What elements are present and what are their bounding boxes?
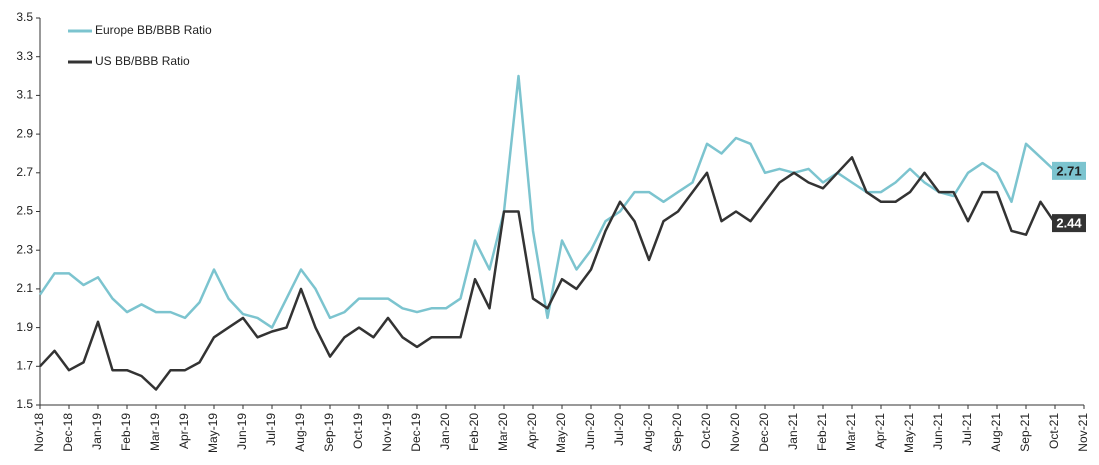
x-tick-label: Feb-20 bbox=[467, 413, 481, 451]
x-tick-label: Apr-19 bbox=[177, 413, 191, 449]
x-tick-label: Apr-20 bbox=[525, 413, 539, 449]
annotation-box bbox=[1052, 214, 1086, 233]
series-line bbox=[39, 156, 1057, 391]
y-tick-label: 2.3 bbox=[16, 242, 33, 256]
x-tick-label: Jul-20 bbox=[612, 413, 626, 446]
y-tick-label: 2.1 bbox=[16, 281, 33, 295]
x-tick-label: Dec-20 bbox=[757, 413, 771, 452]
x-tick-label: Jun-21 bbox=[931, 413, 945, 450]
x-tick-label: May-21 bbox=[902, 413, 916, 453]
x-tick-label: Feb-19 bbox=[119, 413, 133, 451]
x-tick-label: Apr-21 bbox=[873, 413, 887, 449]
x-tick-label: Dec-18 bbox=[61, 413, 75, 452]
x-tick-label: May-20 bbox=[554, 413, 568, 453]
y-tick-label: 3.3 bbox=[16, 49, 33, 63]
y-tick-label: 3.5 bbox=[16, 10, 33, 24]
x-tick-label: Mar-19 bbox=[148, 413, 162, 451]
x-tick-label: Mar-20 bbox=[496, 413, 510, 451]
y-tick-label: 2.7 bbox=[16, 165, 33, 179]
series-line bbox=[38, 74, 1056, 329]
annotation-box bbox=[1052, 161, 1086, 180]
y-tick-label: 2.9 bbox=[16, 126, 33, 140]
x-tick-label: Jul-21 bbox=[960, 413, 974, 446]
annotation-label: 2.44 bbox=[1056, 216, 1082, 231]
x-tick-label: Nov-18 bbox=[32, 413, 46, 452]
x-tick-label: Sep-20 bbox=[670, 413, 684, 452]
x-tick-label: Jan-19 bbox=[90, 413, 104, 450]
legend-label: US BB/BBB Ratio bbox=[95, 54, 190, 68]
x-tick-label: Dec-19 bbox=[409, 413, 423, 452]
x-tick-label: Jun-20 bbox=[583, 413, 597, 450]
x-tick-label: Jan-21 bbox=[786, 413, 800, 450]
x-tick-label: Feb-21 bbox=[815, 413, 829, 451]
x-tick-label: Nov-19 bbox=[380, 413, 394, 452]
x-tick-label: Aug-21 bbox=[989, 413, 1003, 452]
x-tick-label: Mar-21 bbox=[844, 413, 858, 451]
x-tick-label: May-19 bbox=[206, 413, 220, 453]
y-tick-label: 1.5 bbox=[16, 397, 33, 411]
x-tick-label: Aug-19 bbox=[293, 413, 307, 452]
x-tick-label: Aug-20 bbox=[641, 413, 655, 452]
x-tick-label: Nov-20 bbox=[728, 413, 742, 452]
y-tick-label: 1.7 bbox=[16, 358, 33, 372]
y-tick-label: 2.5 bbox=[16, 204, 33, 218]
x-tick-label: Oct-21 bbox=[1047, 413, 1061, 449]
x-tick-label: Jan-20 bbox=[438, 413, 452, 450]
x-tick-label: Sep-21 bbox=[1018, 413, 1032, 452]
x-tick-label: Nov-21 bbox=[1076, 413, 1090, 452]
annotation-label: 2.71 bbox=[1056, 163, 1081, 178]
x-tick-label: Jul-19 bbox=[264, 413, 278, 446]
y-tick-label: 1.9 bbox=[16, 320, 33, 334]
x-tick-label: Oct-20 bbox=[699, 413, 713, 449]
y-tick-label: 3.1 bbox=[16, 88, 33, 102]
x-tick-label: Jun-19 bbox=[235, 413, 249, 450]
x-tick-label: Sep-19 bbox=[322, 413, 336, 452]
x-tick-label: Oct-19 bbox=[351, 413, 365, 449]
legend-label: Europe BB/BBB Ratio bbox=[95, 23, 212, 37]
